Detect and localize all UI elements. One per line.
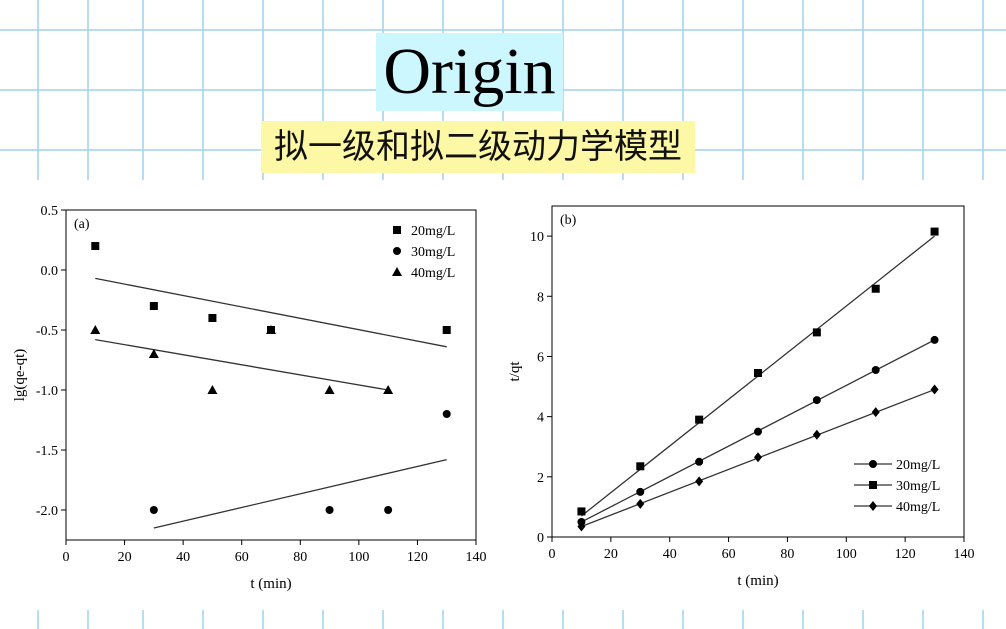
x-tick-label: 120 bbox=[895, 547, 916, 562]
legend-marker bbox=[869, 501, 877, 511]
page-subtitle: 拟一级和拟二级动力学模型 bbox=[261, 121, 695, 173]
x-tick-label: 140 bbox=[954, 547, 975, 562]
data-point-30mg/L bbox=[325, 506, 334, 514]
y-tick-label: 8 bbox=[537, 290, 544, 305]
data-point-40mg/L bbox=[577, 521, 586, 532]
x-tick-label: 120 bbox=[407, 550, 428, 565]
data-point-40mg/L bbox=[266, 325, 276, 334]
data-point-30mg/L bbox=[754, 369, 762, 378]
y-tick-label: -2.0 bbox=[36, 504, 58, 519]
y-tick-label: 2 bbox=[537, 471, 544, 486]
x-tick-label: 80 bbox=[293, 550, 307, 565]
x-tick-label: 40 bbox=[663, 547, 677, 562]
plot-frame bbox=[65, 209, 477, 541]
x-axis-label: t (min) bbox=[737, 573, 778, 589]
data-point-30mg/L bbox=[384, 506, 393, 514]
x-tick-label: 20 bbox=[604, 547, 618, 562]
y-tick-label: -0.5 bbox=[36, 324, 58, 339]
legend-label: 20mg/L bbox=[411, 224, 455, 239]
data-point-20mg/L bbox=[812, 396, 821, 405]
data-point-40mg/L bbox=[383, 385, 394, 394]
y-axis-label: t/qt bbox=[507, 361, 523, 382]
y-axis-label: lg(qe-qt) bbox=[12, 349, 28, 401]
legend-marker bbox=[869, 460, 877, 468]
data-point-30mg/L bbox=[812, 328, 821, 337]
legend-marker bbox=[392, 267, 402, 276]
data-point-20mg/L bbox=[442, 326, 451, 334]
data-point-20mg/L bbox=[930, 335, 939, 344]
data-point-40mg/L bbox=[930, 384, 939, 395]
data-point-20mg/L bbox=[636, 487, 645, 496]
panel-label: (a) bbox=[74, 217, 90, 232]
x-tick-label: 60 bbox=[235, 550, 249, 565]
data-point-40mg/L bbox=[871, 407, 880, 418]
legend-label: 30mg/L bbox=[896, 479, 940, 494]
data-point-30mg/L bbox=[577, 507, 586, 516]
x-tick-label: 0 bbox=[549, 547, 556, 562]
fit-line-20mg/L bbox=[95, 277, 447, 348]
legend-label: 40mg/L bbox=[896, 500, 940, 515]
data-point-30mg/L bbox=[930, 227, 939, 236]
data-point-40mg/L bbox=[207, 385, 218, 394]
chart-panel-a: 0 20 40 60 80 100 120 140 0.5 0.0 -0.5 -1.0 -1.5 -2.0… bbox=[0, 180, 492, 610]
data-point-30mg/L bbox=[149, 506, 158, 514]
x-tick-label: 40 bbox=[176, 550, 190, 565]
x-axis-label: t (min) bbox=[250, 576, 291, 592]
x-tick-label: 100 bbox=[348, 550, 369, 565]
plot-frame bbox=[551, 205, 965, 538]
y-tick-label: 0.5 bbox=[41, 204, 59, 219]
panel-label: (b) bbox=[560, 213, 577, 228]
y-tick-label: 4 bbox=[537, 411, 544, 426]
y-tick-label: -1.5 bbox=[36, 444, 58, 459]
x-tick-label: 60 bbox=[722, 547, 736, 562]
legend-label: 40mg/L bbox=[411, 266, 455, 281]
legend-label: 20mg/L bbox=[896, 458, 940, 473]
legend-marker bbox=[393, 226, 401, 234]
x-tick-label: 100 bbox=[836, 547, 857, 562]
data-point-20mg/L bbox=[208, 314, 217, 322]
legend-marker bbox=[393, 247, 401, 255]
x-tick-label: 140 bbox=[466, 550, 487, 565]
data-point-20mg/L bbox=[754, 427, 762, 436]
data-point-40mg/L bbox=[90, 325, 101, 334]
data-point-40mg/L bbox=[636, 498, 645, 509]
data-point-20mg/L bbox=[695, 457, 704, 466]
y-tick-label: 10 bbox=[530, 230, 544, 245]
x-tick-label: 20 bbox=[118, 550, 132, 565]
data-point-30mg/L bbox=[871, 284, 880, 293]
chart-a-svg: 0 20 40 60 80 100 120 140 0.5 0.0 -0.5 -1.0 -1.5 -2.0… bbox=[12, 204, 487, 592]
data-point-40mg/L bbox=[812, 429, 821, 440]
data-point-20mg/L bbox=[91, 242, 100, 250]
y-tick-label: 0 bbox=[537, 531, 544, 546]
y-tick-label: -1.0 bbox=[36, 384, 58, 399]
data-point-30mg/L bbox=[442, 410, 451, 418]
y-tick-label: 6 bbox=[537, 350, 544, 365]
data-point-40mg/L bbox=[148, 349, 159, 358]
data-point-30mg/L bbox=[695, 415, 704, 424]
legend-marker bbox=[869, 481, 877, 489]
x-tick-label: 0 bbox=[63, 550, 70, 565]
data-point-20mg/L bbox=[149, 302, 158, 310]
data-point-40mg/L bbox=[695, 476, 704, 487]
data-point-40mg/L bbox=[324, 385, 335, 394]
data-point-30mg/L bbox=[636, 462, 645, 471]
fit-line-40mg/L bbox=[95, 338, 389, 391]
fit-line-30mg/L bbox=[153, 458, 447, 529]
legend-label: 30mg/L bbox=[411, 245, 455, 260]
page-title: Origin bbox=[376, 33, 563, 111]
data-point-20mg/L bbox=[871, 365, 880, 374]
x-tick-label: 80 bbox=[780, 547, 794, 562]
y-tick-label: 0.0 bbox=[41, 264, 59, 279]
data-point-40mg/L bbox=[754, 452, 762, 463]
chart-panel-b: 0 20 40 60 80 100 120 140 0 2 4 6 8 10 t (min) t/qt (b) 2… bbox=[499, 180, 1006, 610]
chart-b-svg: 0 20 40 60 80 100 120 140 0 2 4 6 8 10 t (min) t/qt (b) 2… bbox=[507, 205, 975, 589]
